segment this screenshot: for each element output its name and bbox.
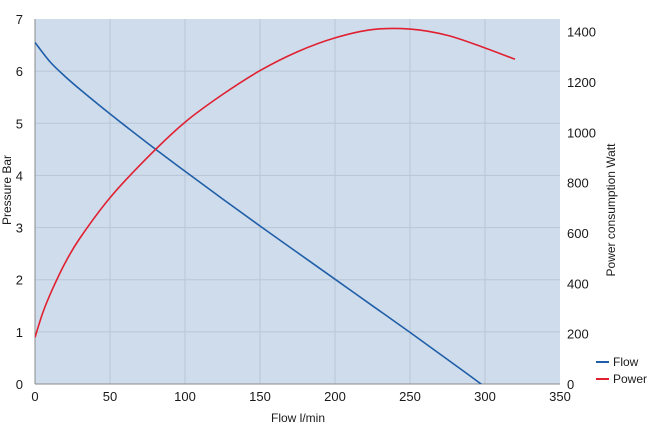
right-y-tick-label: 0 xyxy=(567,377,574,392)
x-tick-label: 200 xyxy=(324,389,346,404)
legend-flow-label: Flow xyxy=(613,355,639,369)
left-y-tick-label: 7 xyxy=(16,12,23,27)
series-lines xyxy=(35,27,516,384)
axis-lines xyxy=(34,19,560,385)
left-y-tick-labels: 0 1 2 3 4 5 6 7 xyxy=(16,12,23,392)
x-tick-labels: 0 50 100 150 200 250 300 350 xyxy=(31,389,570,404)
x-axis-title: Flow l/min xyxy=(271,411,325,425)
right-y-tick-label: 1400 xyxy=(567,25,596,40)
x-tick-label: 150 xyxy=(249,389,271,404)
flow-series-line xyxy=(35,41,483,384)
left-y-tick-label: 5 xyxy=(16,116,23,131)
right-y-tick-label: 200 xyxy=(567,327,589,342)
x-tick-label: 0 xyxy=(31,389,38,404)
x-tick-label: 250 xyxy=(399,389,421,404)
x-tick-label: 50 xyxy=(103,389,117,404)
right-y-tick-label: 400 xyxy=(567,276,589,291)
right-y-tick-label: 600 xyxy=(567,226,589,241)
left-y-tick-label: 3 xyxy=(16,221,23,236)
right-y-tick-labels: 0 200 400 600 800 1000 1200 1400 xyxy=(567,25,596,392)
left-y-tick-label: 2 xyxy=(16,273,23,288)
left-y-tick-label: 0 xyxy=(16,377,23,392)
legend: Flow Power xyxy=(596,355,647,386)
x-tick-label: 350 xyxy=(549,389,571,404)
legend-power-label: Power xyxy=(613,372,647,386)
plot-background xyxy=(35,19,560,384)
right-y-tick-label: 1000 xyxy=(567,125,596,140)
right-y-tick-label: 1200 xyxy=(567,75,596,90)
power-series-line xyxy=(35,27,516,338)
right-y-tick-label: 800 xyxy=(567,176,589,191)
x-tick-label: 300 xyxy=(474,389,496,404)
left-y-tick-label: 4 xyxy=(16,168,23,183)
right-y-axis-title: Power consumption Watt xyxy=(604,143,618,277)
left-y-tick-label: 1 xyxy=(16,325,23,340)
left-y-tick-label: 6 xyxy=(16,64,23,79)
x-tick-label: 100 xyxy=(174,389,196,404)
left-y-axis-title: Pressure Bar xyxy=(0,155,14,225)
